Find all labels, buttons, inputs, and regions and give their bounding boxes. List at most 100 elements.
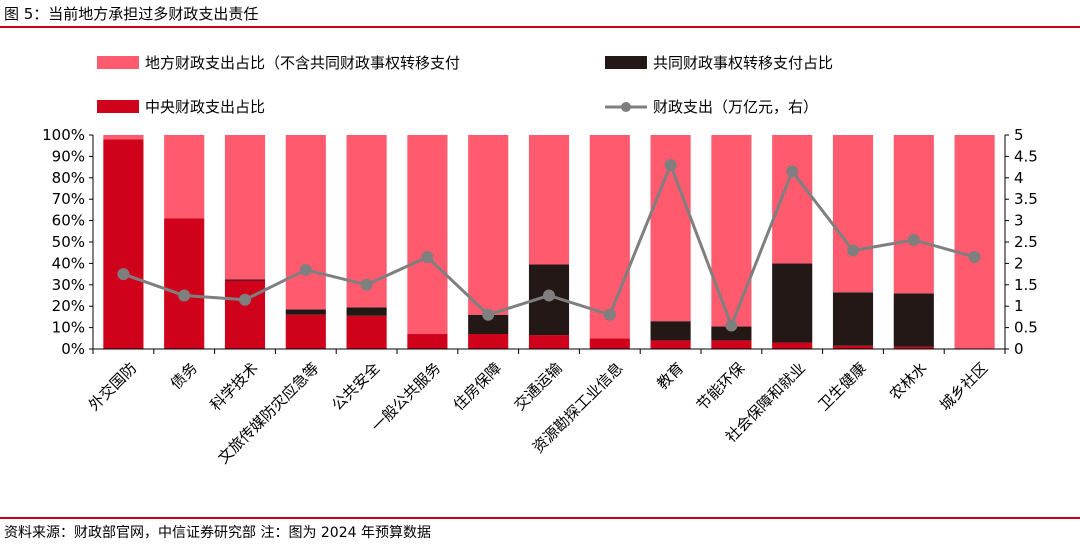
figure-title: 图 5：当前地方承担过多财政支出责任	[4, 5, 259, 23]
legend-marker	[621, 102, 631, 112]
legend-label: 共同财政事权转移支付占比	[653, 54, 833, 72]
left-tick-label: 70%	[52, 190, 85, 208]
bar-segment	[711, 135, 752, 327]
right-tick-label: 0.5	[1014, 319, 1038, 337]
line-series	[117, 158, 981, 332]
bar-segment	[103, 135, 144, 140]
bar-segment	[650, 321, 691, 341]
bar-segment	[528, 335, 570, 349]
legend: 地方财政支出占比（不含共同财政事权转移支付 共同财政事权转移支付占比中央财政支出占…	[97, 54, 833, 116]
bottom-rule	[0, 517, 1080, 519]
right-tick-label: 1.5	[1014, 276, 1038, 294]
top-rule	[0, 26, 1080, 28]
left-tick-label: 10%	[52, 319, 85, 337]
expenditure-point	[847, 244, 859, 257]
expenditure-point	[482, 308, 495, 321]
bar-segment	[407, 135, 448, 335]
right-tick-label: 2	[1014, 254, 1024, 272]
legend-label: 地方财政支出占比（不含共同财政事权转移支付	[145, 54, 460, 72]
expenditure-point	[299, 263, 312, 276]
right-tick-label: 3	[1014, 212, 1024, 230]
legend-label: 中央财政支出占比	[145, 98, 265, 116]
bar-segment	[589, 338, 630, 349]
expenditure-point	[178, 289, 191, 302]
bar-segment	[528, 135, 570, 265]
expenditure-point	[968, 250, 981, 263]
expenditure-point	[725, 319, 738, 332]
bar-segment	[164, 135, 205, 219]
bar-segment	[772, 135, 813, 264]
source-note: 资料来源：财政部官网，中信证券研究部 注：图为 2024 年预算数据	[4, 525, 431, 541]
bars	[103, 135, 995, 349]
expenditure-point	[907, 233, 920, 246]
right-tick-label: 1	[1014, 297, 1024, 315]
right-tick-label: 3.5	[1014, 190, 1038, 208]
category-label: 教育	[653, 359, 687, 393]
bar-segment	[832, 345, 874, 349]
right-tick-label: 0	[1014, 340, 1024, 358]
bar-segment	[650, 340, 691, 349]
right-tick-label: 2.5	[1014, 233, 1038, 251]
bar-segment	[832, 292, 874, 346]
bar-segment	[346, 315, 387, 349]
bar-segment	[468, 334, 509, 349]
bar-segment	[772, 342, 813, 349]
bar-segment	[893, 293, 934, 347]
bar-segment	[164, 218, 205, 349]
chart: 地方财政支出占比（不含共同财政事权转移支付 共同财政事权转移支付占比中央财政支出占…	[42, 54, 1038, 467]
legend-swatch	[97, 100, 139, 113]
bar-segment	[954, 135, 995, 349]
left-tick-label: 30%	[52, 276, 85, 294]
category-label: 债务	[167, 359, 201, 393]
left-tick-label: 80%	[52, 169, 85, 187]
bar-segment	[103, 139, 144, 349]
bar-segment	[772, 263, 813, 343]
left-tick-label: 0%	[61, 340, 85, 358]
expenditure-point	[786, 165, 799, 178]
bar-segment	[285, 314, 326, 349]
left-tick-label: 40%	[52, 254, 85, 272]
bar-segment	[224, 279, 266, 281]
category-label: 公共安全	[328, 359, 383, 414]
left-tick-label: 20%	[52, 297, 85, 315]
bar-segment	[407, 334, 448, 349]
category-label: 文旅传媒防灾应急等	[214, 359, 322, 467]
legend-swatch	[97, 56, 139, 69]
expenditure-point	[360, 278, 373, 291]
left-tick-label: 50%	[52, 233, 85, 251]
expenditure-point	[239, 293, 251, 306]
bar-segment	[711, 326, 752, 341]
expenditure-point	[603, 308, 616, 321]
category-label: 卫生健康	[815, 359, 870, 414]
bar-segment	[711, 340, 752, 349]
bar-segment	[285, 135, 326, 310]
bar-segment	[468, 135, 509, 315]
category-label: 农林水	[886, 359, 931, 404]
expenditure-point	[117, 268, 130, 281]
bar-segment	[224, 280, 266, 349]
bar-segment	[224, 135, 266, 280]
bar-segment	[893, 346, 934, 349]
bar-segment	[893, 135, 934, 294]
category-label: 科学技术	[207, 359, 262, 414]
left-tick-label: 90%	[52, 147, 85, 165]
bar-segment	[832, 135, 874, 293]
legend-swatch	[605, 56, 647, 69]
bar-segment	[468, 314, 509, 335]
right-tick-label: 5	[1014, 126, 1024, 144]
category-label: 外交国防	[85, 359, 140, 414]
right-tick-label: 4.5	[1014, 147, 1038, 165]
bar-segment	[285, 309, 326, 315]
expenditure-point	[421, 250, 434, 263]
category-label: 城乡社区	[936, 359, 991, 414]
right-tick-label: 4	[1014, 169, 1024, 187]
bar-segment	[589, 135, 630, 339]
expenditure-point	[664, 158, 677, 171]
expenditure-point	[543, 289, 555, 302]
axes: 0% 10% 20% 30% 40% 50% 60% 70% 80% 90% 100% 0 0.5 1 1.…	[42, 126, 1038, 358]
category-label: 住房保障	[450, 359, 505, 414]
left-tick-label: 100%	[42, 126, 85, 144]
category-label: 交通运输	[511, 359, 566, 414]
bar-segment	[346, 307, 387, 316]
